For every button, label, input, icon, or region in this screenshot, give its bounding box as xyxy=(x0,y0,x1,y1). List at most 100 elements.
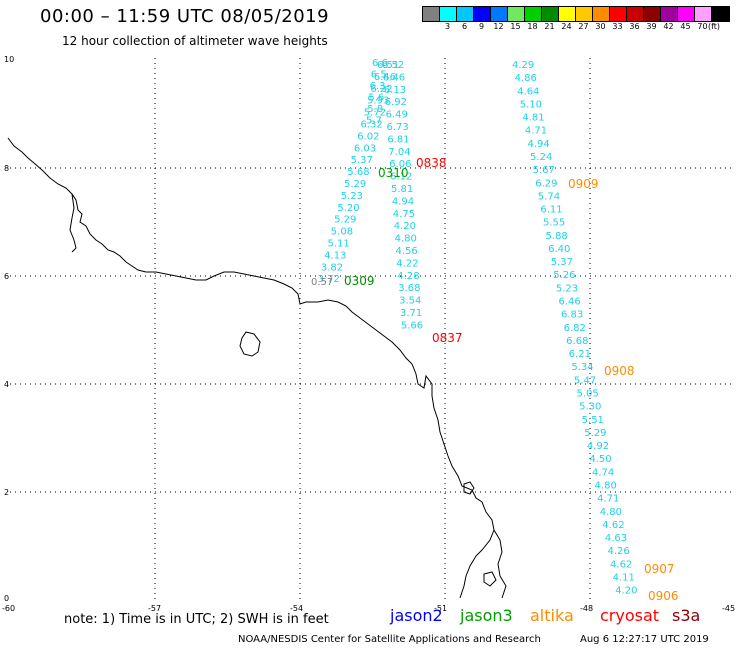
x-tick-label: -51 xyxy=(434,604,447,613)
track-value: 6.6 xyxy=(372,58,388,69)
track-value: 6.81 xyxy=(387,134,409,145)
track-value: 6.3 xyxy=(370,81,386,92)
pass-time-label: 0309 xyxy=(344,274,375,288)
track-value: 5.55 xyxy=(543,218,565,229)
legend-label: 21 xyxy=(544,22,555,31)
track-value: 6.06 xyxy=(389,159,411,170)
legend-label: 45 xyxy=(680,22,691,31)
track-value: 4.56 xyxy=(396,246,418,257)
y-axis-ticks: 10 8 6 4 2 0 xyxy=(4,55,14,603)
track-value: 5.10 xyxy=(520,99,542,110)
track-value: 6.32 xyxy=(361,120,383,131)
legend-swatch xyxy=(559,7,576,21)
track-value: 6.21 xyxy=(569,349,591,360)
satellite-legend-item: jason3 xyxy=(460,606,513,625)
satellite-legend-item: altika xyxy=(530,606,574,625)
track-value: 4.22 xyxy=(396,258,418,269)
track-value: 4.81 xyxy=(522,113,544,124)
x-tick-label: -45 xyxy=(722,604,735,613)
legend-swatch xyxy=(423,7,440,21)
pass-time-label: 0838 xyxy=(416,156,447,170)
legend-swatch xyxy=(593,7,610,21)
legend-swatch xyxy=(661,7,678,21)
x-tick-label: -60 xyxy=(2,604,15,613)
track-value: 3.72 xyxy=(318,274,340,285)
y-tick-label: 0 xyxy=(4,594,9,603)
track-value: 4.80 xyxy=(395,234,417,245)
track-value: 5.67 xyxy=(533,165,555,176)
track-value: 7.04 xyxy=(388,147,410,158)
legend-label: 30 xyxy=(595,22,606,31)
track-value: 4.50 xyxy=(589,454,611,465)
legend-swatch xyxy=(644,7,661,21)
pass-time-label: 0837 xyxy=(432,331,463,345)
satellite-legend-item: cryosat xyxy=(600,606,660,625)
legend-unit: (ft) xyxy=(708,22,721,31)
track-value: 6.02 xyxy=(357,131,379,142)
track-value: 6.13 xyxy=(384,85,406,96)
legend-label: 18 xyxy=(527,22,538,31)
track-value: 5.37 xyxy=(551,257,573,268)
track-value: 5.81 xyxy=(391,184,413,195)
coastline-upper-extension xyxy=(69,193,77,253)
track-value: 5.23 xyxy=(556,283,578,294)
track-value: 6.03 xyxy=(354,143,376,154)
legend-label: 6 xyxy=(461,22,468,31)
track-value: 4.13 xyxy=(324,250,346,261)
pass-time-label: 0908 xyxy=(604,364,635,378)
color-scale-legend xyxy=(422,6,730,22)
legend-swatch xyxy=(457,7,474,21)
track-west-values: 6.516.466.225.935.726.326.026.035.375.68… xyxy=(311,60,399,288)
track-value: 6.46 xyxy=(383,72,405,83)
track-value: 6.92 xyxy=(385,97,407,108)
legend-label: 15 xyxy=(510,22,521,31)
track-value: 5.29 xyxy=(584,428,606,439)
map-grid xyxy=(10,58,735,600)
legend-label: 12 xyxy=(493,22,504,31)
track-value: 4.71 xyxy=(597,494,619,505)
track-value: 6.5 xyxy=(371,70,387,81)
track-value: 6.52 xyxy=(382,60,404,71)
pass-time-label: 0310 xyxy=(378,166,409,180)
x-axis-ticks: -60 -57 -54 -51 -48 -45 xyxy=(2,604,735,613)
legend-swatch xyxy=(712,7,729,21)
track-value: 5.51 xyxy=(582,415,604,426)
satellite-legend-item: s3a xyxy=(672,606,701,625)
page-subtitle: 12 hour collection of altimeter wave hei… xyxy=(62,34,328,48)
pass-time-label: 0907 xyxy=(644,562,675,576)
legend-label: 24 xyxy=(561,22,572,31)
track-value: 4.20 xyxy=(615,586,637,597)
legend-label: 39 xyxy=(646,22,657,31)
track-value: 6.83 xyxy=(561,310,583,321)
y-tick-label: 6 xyxy=(4,272,9,281)
pass-time-label: 0909 xyxy=(568,177,599,191)
legend-swatch xyxy=(627,7,644,21)
track-value: 5.8 xyxy=(367,104,383,115)
track-value: 5.08 xyxy=(331,227,353,238)
legend-label: 70 xyxy=(697,22,708,31)
track-value: 5.34 xyxy=(571,362,593,373)
track-value: 5.88 xyxy=(546,231,568,242)
legend-swatch xyxy=(542,7,559,21)
track-value: 4.26 xyxy=(607,546,629,557)
track-value: 6.12 xyxy=(390,172,412,183)
track-value: 6.68 xyxy=(566,336,588,347)
legend-swatch xyxy=(474,7,491,21)
legend-swatch xyxy=(525,7,542,21)
y-tick-label: 10 xyxy=(4,55,14,64)
legend-label: 3 xyxy=(444,22,451,31)
legend-label: 36 xyxy=(629,22,640,31)
x-tick-label: -54 xyxy=(290,604,303,613)
track-value: 5.20 xyxy=(337,203,359,214)
track-value: 4.86 xyxy=(515,73,537,84)
island-small-2 xyxy=(483,571,497,587)
x-tick-label: -48 xyxy=(580,604,593,613)
track-value: 5.47 xyxy=(574,375,596,386)
track-value: 6.51 xyxy=(377,60,399,71)
track-value: 5.74 xyxy=(538,191,560,202)
legend-label: 33 xyxy=(612,22,623,31)
track-value: 5.05 xyxy=(577,389,599,400)
y-tick-label: 2 xyxy=(4,488,9,497)
track-east-values: 4.29 4.86 4.64 5.10 4.81 4.71 4.94 5.24 5.67 6.29… xyxy=(512,60,637,597)
track-value: 5.26 xyxy=(553,270,575,281)
